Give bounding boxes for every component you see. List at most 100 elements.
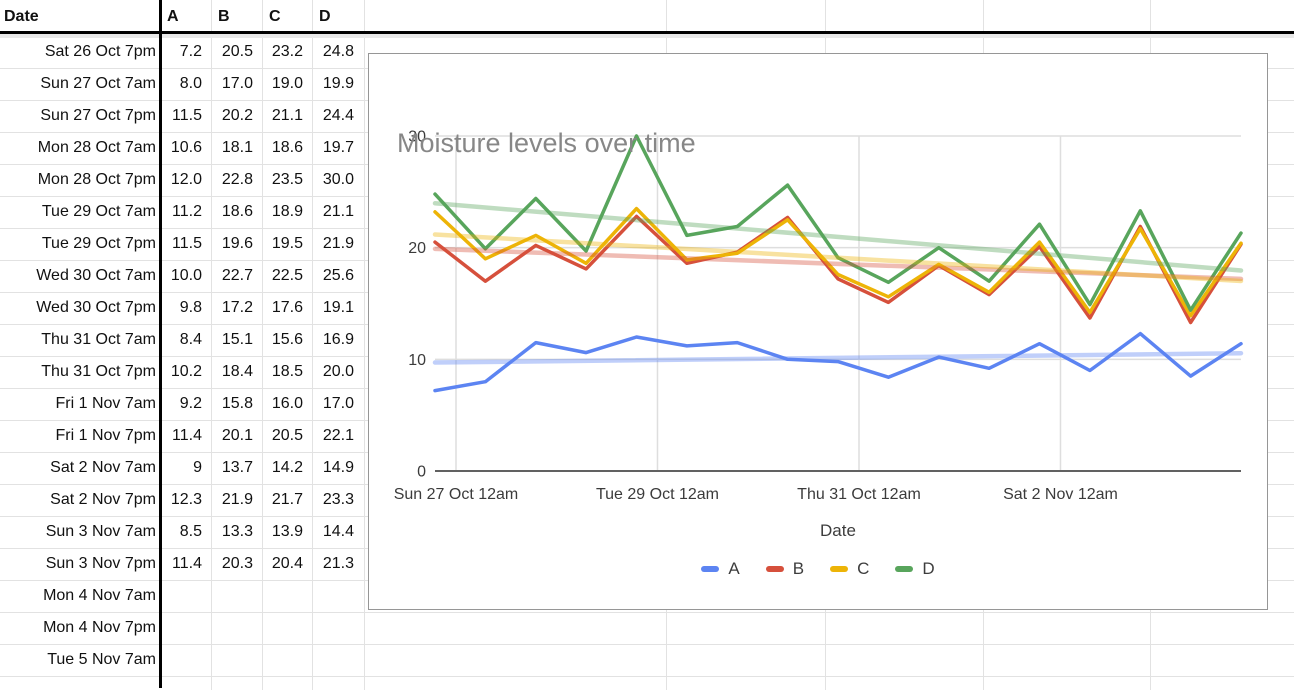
- date-cell[interactable]: Tue 29 Oct 7am: [41, 203, 156, 220]
- value-cell-a[interactable]: 8.4: [179, 331, 202, 348]
- value-cell-d[interactable]: 24.4: [322, 107, 354, 124]
- value-cell-d[interactable]: 22.1: [322, 427, 354, 444]
- value-cell-d[interactable]: 24.8: [322, 43, 354, 60]
- value-cell-b[interactable]: 19.6: [221, 235, 253, 252]
- value-cell-b[interactable]: 18.6: [221, 203, 253, 220]
- value-cell-c[interactable]: 18.9: [271, 203, 303, 220]
- value-cell-b[interactable]: 17.2: [221, 299, 253, 316]
- value-cell-c[interactable]: 19.5: [271, 235, 303, 252]
- date-cell[interactable]: Fri 1 Nov 7pm: [55, 427, 156, 444]
- value-cell-c[interactable]: [262, 612, 303, 644]
- value-cell-b[interactable]: 21.9: [221, 491, 253, 508]
- value-cell-a[interactable]: 11.2: [172, 203, 202, 220]
- value-cell-d[interactable]: [312, 580, 354, 612]
- date-cell[interactable]: Mon 4 Nov 7pm: [43, 619, 156, 636]
- value-cell-a[interactable]: 10.0: [170, 267, 202, 284]
- date-cell[interactable]: Sun 27 Oct 7am: [40, 75, 156, 92]
- value-cell-d[interactable]: 14.9: [322, 459, 354, 476]
- value-cell-d[interactable]: 21.3: [322, 555, 354, 572]
- value-cell-d[interactable]: 30.0: [322, 171, 354, 188]
- value-cell-a[interactable]: [161, 644, 202, 676]
- date-cell[interactable]: Thu 31 Oct 7am: [41, 331, 156, 348]
- value-cell-d[interactable]: 16.9: [322, 331, 354, 348]
- chart-card[interactable]: 0 10 20 30 Sun 27 Oct 12am Tue 29 Oct 12am Thu…: [368, 53, 1268, 610]
- value-cell-c[interactable]: 15.6: [271, 331, 303, 348]
- date-cell[interactable]: Sat 2 Nov 7am: [50, 459, 156, 476]
- column-header-d[interactable]: D: [319, 8, 331, 25]
- value-cell-a[interactable]: 7.2: [179, 43, 202, 60]
- value-cell-c[interactable]: [262, 580, 303, 612]
- value-cell-b[interactable]: 15.1: [221, 331, 253, 348]
- value-cell-b[interactable]: [212, 612, 253, 644]
- value-cell-c[interactable]: 19.0: [271, 75, 303, 92]
- value-cell-d[interactable]: 17.0: [322, 395, 354, 412]
- value-cell-d[interactable]: 25.6: [322, 267, 354, 284]
- value-cell-b[interactable]: 13.3: [221, 523, 253, 540]
- value-cell-a[interactable]: 10.6: [170, 139, 202, 156]
- date-cell[interactable]: Thu 31 Oct 7pm: [41, 363, 156, 380]
- value-cell-c[interactable]: 13.9: [271, 523, 303, 540]
- date-cell[interactable]: Tue 5 Nov 7am: [47, 651, 156, 668]
- value-cell-b[interactable]: 18.1: [221, 139, 253, 156]
- date-cell[interactable]: Fri 1 Nov 7am: [55, 395, 156, 412]
- value-cell-c[interactable]: 18.5: [271, 363, 303, 380]
- value-cell-b[interactable]: [212, 580, 253, 612]
- value-cell-b[interactable]: 20.5: [221, 43, 253, 60]
- value-cell-c[interactable]: 20.5: [271, 427, 303, 444]
- value-cell-c[interactable]: 16.0: [271, 395, 303, 412]
- date-cell[interactable]: Mon 28 Oct 7am: [37, 139, 156, 156]
- value-cell-b[interactable]: [212, 644, 253, 676]
- value-cell-c[interactable]: 21.7: [271, 491, 303, 508]
- date-cell[interactable]: Sat 26 Oct 7pm: [44, 43, 156, 60]
- value-cell-d[interactable]: 19.7: [322, 139, 354, 156]
- value-cell-b[interactable]: 13.7: [221, 459, 253, 476]
- value-cell-b[interactable]: 15.8: [221, 395, 253, 412]
- value-cell-a[interactable]: 11.5: [172, 107, 202, 124]
- column-header-date[interactable]: Date: [4, 8, 39, 25]
- date-cell[interactable]: Sat 2 Nov 7pm: [50, 491, 156, 508]
- date-cell[interactable]: Sun 3 Nov 7am: [45, 523, 156, 540]
- date-cell[interactable]: Sun 3 Nov 7pm: [45, 555, 156, 572]
- value-cell-b[interactable]: 20.2: [221, 107, 253, 124]
- value-cell-b[interactable]: 18.4: [221, 363, 253, 380]
- value-cell-a[interactable]: 9.2: [179, 395, 202, 412]
- date-cell[interactable]: Wed 30 Oct 7pm: [36, 299, 156, 316]
- value-cell-d[interactable]: 19.1: [322, 299, 354, 316]
- date-cell[interactable]: Mon 4 Nov 7am: [43, 587, 156, 604]
- value-cell-c[interactable]: 21.1: [271, 107, 303, 124]
- value-cell-d[interactable]: 21.1: [322, 203, 354, 220]
- value-cell-a[interactable]: 11.5: [172, 235, 202, 252]
- value-cell-d[interactable]: 20.0: [322, 363, 354, 380]
- value-cell-c[interactable]: 18.6: [271, 139, 303, 156]
- value-cell-a[interactable]: 9: [193, 459, 202, 476]
- date-cell[interactable]: Sun 27 Oct 7pm: [40, 107, 156, 124]
- value-cell-a[interactable]: 11.4: [172, 555, 202, 572]
- date-cell[interactable]: Tue 29 Oct 7pm: [41, 235, 156, 252]
- value-cell-d[interactable]: 19.9: [322, 75, 354, 92]
- value-cell-c[interactable]: 17.6: [271, 299, 303, 316]
- value-cell-a[interactable]: 12.3: [170, 491, 202, 508]
- value-cell-c[interactable]: 22.5: [271, 267, 303, 284]
- value-cell-d[interactable]: 23.3: [322, 491, 354, 508]
- value-cell-a[interactable]: 9.8: [179, 299, 202, 316]
- date-cell[interactable]: Mon 28 Oct 7pm: [37, 171, 156, 188]
- date-cell[interactable]: Wed 30 Oct 7am: [36, 267, 156, 284]
- value-cell-b[interactable]: 20.1: [221, 427, 253, 444]
- value-cell-b[interactable]: 22.8: [221, 171, 253, 188]
- value-cell-c[interactable]: [262, 644, 303, 676]
- value-cell-a[interactable]: [161, 612, 202, 644]
- value-cell-d[interactable]: [312, 644, 354, 676]
- column-header-a[interactable]: A: [167, 8, 179, 25]
- value-cell-d[interactable]: 14.4: [322, 523, 354, 540]
- value-cell-b[interactable]: 17.0: [221, 75, 253, 92]
- value-cell-c[interactable]: 20.4: [271, 555, 303, 572]
- column-header-c[interactable]: C: [269, 8, 281, 25]
- value-cell-d[interactable]: 21.9: [322, 235, 354, 252]
- value-cell-c[interactable]: 14.2: [271, 459, 303, 476]
- value-cell-a[interactable]: 10.2: [170, 363, 202, 380]
- value-cell-d[interactable]: [312, 612, 354, 644]
- column-header-b[interactable]: B: [218, 8, 230, 25]
- value-cell-a[interactable]: 11.4: [172, 427, 202, 444]
- value-cell-a[interactable]: 8.5: [179, 523, 202, 540]
- value-cell-a[interactable]: [161, 580, 202, 612]
